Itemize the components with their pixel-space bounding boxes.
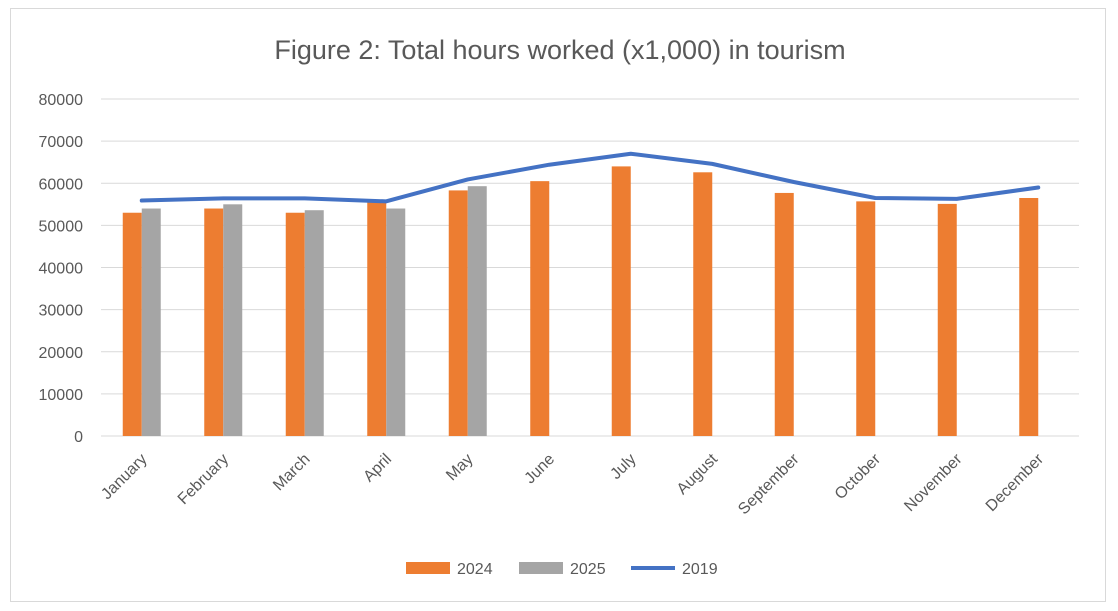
bar-2024-march — [285, 212, 305, 436]
x-tick-label: August — [674, 450, 722, 498]
bars — [122, 166, 1039, 437]
line-series — [139, 151, 1041, 204]
bar-2024-may — [448, 190, 468, 436]
x-tick-label: June — [522, 451, 559, 488]
chart-svg: Figure 2: Total hours worked (x1,000) in… — [39, 35, 1079, 578]
legend-label-2024: 2024 — [457, 561, 493, 578]
y-tick-label: 0 — [74, 429, 83, 446]
bar-2024-november — [937, 203, 957, 436]
chart-frame: Figure 2: Total hours worked (x1,000) in… — [10, 8, 1106, 602]
bar-2024-december — [1019, 197, 1039, 436]
y-tick-label: 40000 — [39, 261, 84, 278]
x-tick-label: September — [735, 450, 803, 518]
y-axis-ticks: 0 10000 20000 30000 40000 50000 60000 70000 8000… — [39, 92, 84, 446]
bar-2024-august — [693, 172, 713, 437]
x-tick-label: October — [832, 450, 885, 503]
bar-2025-february — [223, 204, 243, 436]
x-tick-label: January — [98, 451, 150, 503]
y-tick-label: 20000 — [39, 345, 84, 362]
x-tick-label: May — [443, 451, 476, 484]
y-tick-label: 80000 — [39, 92, 84, 109]
line-2019 — [139, 151, 1041, 204]
legend: 2024 2025 2019 — [406, 561, 718, 578]
y-tick-label: 30000 — [39, 303, 84, 320]
bar-2024-june — [530, 181, 550, 436]
legend-label-2025: 2025 — [570, 561, 606, 578]
x-tick-label: July — [607, 451, 639, 483]
bar-2024-february — [204, 208, 224, 436]
x-tick-label: March — [270, 451, 313, 494]
bar-2025-may — [467, 186, 487, 436]
bar-2024-april — [367, 202, 387, 436]
bar-2024-september — [774, 192, 794, 436]
y-tick-label: 50000 — [39, 218, 84, 235]
x-tick-label: November — [901, 450, 966, 515]
legend-label-2019: 2019 — [682, 561, 718, 578]
legend-swatch-2024 — [406, 562, 450, 574]
bar-2025-january — [141, 208, 161, 436]
chart-title: Figure 2: Total hours worked (x1,000) in… — [274, 35, 845, 65]
x-tick-label: April — [360, 451, 395, 486]
x-tick-label: February — [175, 451, 232, 508]
x-tick-label: December — [983, 450, 1048, 515]
y-tick-label: 10000 — [39, 387, 84, 404]
y-tick-label: 60000 — [39, 176, 84, 193]
bar-2025-march — [304, 210, 324, 436]
bar-2024-july — [611, 166, 631, 436]
bar-2024-january — [122, 212, 142, 436]
bar-2024-october — [856, 201, 876, 436]
gridlines — [101, 98, 1079, 437]
legend-swatch-2025 — [519, 562, 563, 574]
y-tick-label: 70000 — [39, 134, 84, 151]
bar-2025-april — [386, 208, 406, 436]
x-axis-ticks: January February March April May June July Augu… — [98, 450, 1047, 518]
